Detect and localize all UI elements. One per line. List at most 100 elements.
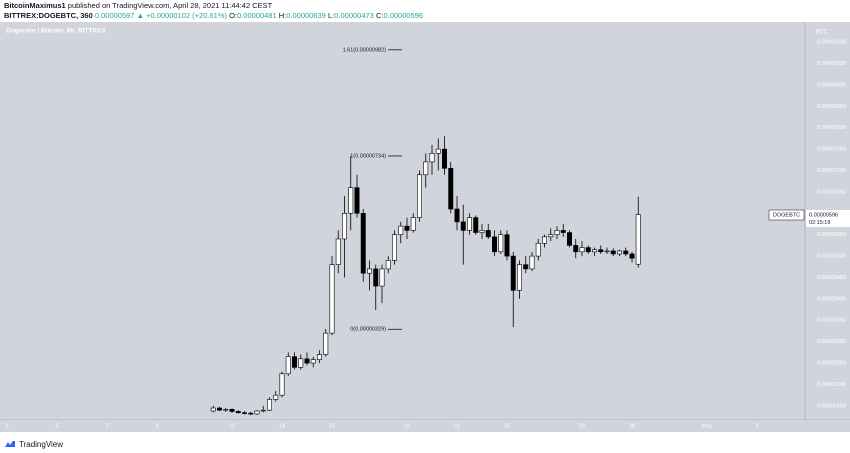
candle-body	[354, 187, 360, 214]
x-tick-label: 3	[5, 423, 8, 429]
y-tick-label: 0.00000300	[817, 339, 846, 345]
candle-body	[435, 148, 441, 154]
candle-body	[210, 407, 216, 412]
logo-mark	[5, 441, 15, 447]
x-tick-label: 21	[454, 423, 460, 429]
ohlc-value: 0.00000596	[383, 11, 424, 20]
x-tick-label: 16	[329, 423, 335, 429]
published: published on TradingView.com, April 28, …	[67, 1, 273, 10]
candle-body	[623, 250, 629, 255]
candle-body	[373, 268, 379, 287]
y-tick-label: 0.00000250	[817, 361, 846, 367]
candle-body	[635, 214, 641, 265]
candle-body	[598, 249, 604, 253]
candle-body	[285, 356, 291, 375]
candle-body	[217, 407, 222, 411]
candle-body	[398, 225, 404, 235]
candle-body	[542, 236, 547, 244]
candle-body	[485, 230, 491, 238]
candle-body	[454, 208, 460, 223]
candle-body	[423, 161, 429, 176]
candle-body	[342, 212, 347, 240]
candle-body	[417, 174, 422, 218]
x-tick-label: 7	[105, 423, 108, 429]
candle-body	[367, 268, 372, 274]
candle-body	[304, 358, 310, 364]
candle-body	[467, 217, 472, 231]
candle-body	[385, 260, 391, 270]
candle-body	[548, 234, 554, 238]
ohlc-key: C:	[375, 11, 384, 20]
y-tick-label: 0.00000200	[817, 382, 846, 388]
candle-body	[554, 230, 560, 235]
candle-body	[473, 217, 479, 233]
candle-body	[523, 264, 529, 270]
x-tick-label: 28	[629, 423, 635, 429]
symbol-tag	[768, 209, 805, 221]
candle-body	[579, 247, 585, 253]
candle-body	[392, 234, 397, 261]
candle-body	[254, 410, 260, 415]
change: ▲ +0.00000102 (+20.61%)	[136, 11, 227, 20]
y-tick-label: 0.00000700	[817, 168, 846, 174]
y-tick-label: 0.00000150	[817, 403, 846, 409]
candle-body	[585, 247, 591, 253]
logo	[5, 441, 15, 447]
candle-body	[567, 232, 572, 246]
candle-body	[492, 236, 497, 253]
y-tick-label: 0.00000750	[817, 147, 846, 153]
candle-body	[410, 217, 416, 231]
candle-body	[560, 230, 566, 233]
y-tick-label: 0.00000400	[817, 296, 846, 302]
x-tick-label: 12	[229, 423, 235, 429]
candle-body	[329, 264, 335, 334]
candle-body	[235, 411, 241, 414]
ohlc-key: O:	[229, 11, 238, 20]
candle-body	[573, 245, 579, 253]
candle-body	[610, 250, 616, 255]
ohlc-value: 0.00000639	[286, 11, 326, 20]
candle-body	[629, 253, 635, 259]
ohlc-key: L:	[327, 11, 335, 20]
candle-body	[229, 409, 235, 412]
x-tick-label: 19	[404, 423, 410, 429]
candle-body	[592, 249, 597, 253]
x-tick-label: 26	[579, 423, 585, 429]
candle-body	[348, 187, 354, 214]
y-tick-label: 0.00000950	[817, 61, 846, 67]
y-tick-label: 0.00000500	[817, 254, 846, 260]
x-tick-label: 23	[504, 423, 510, 429]
y-tick-label: 0.00000850	[817, 104, 846, 110]
y-tick-label: 0.00000550	[817, 232, 846, 238]
y-tick-label: 0.00001000	[817, 40, 846, 46]
price-tag	[806, 210, 850, 228]
candle-body	[298, 358, 304, 368]
candle-body	[335, 238, 341, 265]
candle-body	[517, 264, 522, 291]
time-axis-background	[0, 420, 850, 432]
candle-body	[248, 412, 254, 415]
candle-body	[379, 268, 385, 287]
x-tick-label: 5	[55, 423, 58, 429]
candle-body	[267, 399, 272, 411]
ohlc-value: 0.00000473	[334, 11, 374, 20]
y-tick-label: 0.00000450	[817, 275, 846, 281]
x-tick-label: May	[702, 423, 713, 429]
candle-body	[535, 242, 541, 257]
candle-body	[310, 359, 316, 364]
candle-body	[317, 354, 322, 360]
x-tick-label: 14	[279, 423, 285, 429]
symbol: BITTREX:DOGEBTC, 360	[4, 11, 93, 20]
candle-body	[617, 250, 622, 255]
candle-body	[448, 168, 454, 210]
symbol-tag-text: DOGEBTC	[773, 212, 800, 218]
fib-label: 1(0.00000734)	[350, 153, 386, 159]
candle-body	[323, 332, 329, 355]
plot-background	[0, 22, 805, 420]
footer: TradingView	[4, 437, 63, 451]
candle-body	[223, 409, 229, 411]
chart-title: Dogecoin / Bitcoin, 6h, BITTREX	[6, 28, 106, 35]
candle-body	[498, 234, 504, 253]
price-tag-text: 0.00000596	[809, 212, 838, 218]
